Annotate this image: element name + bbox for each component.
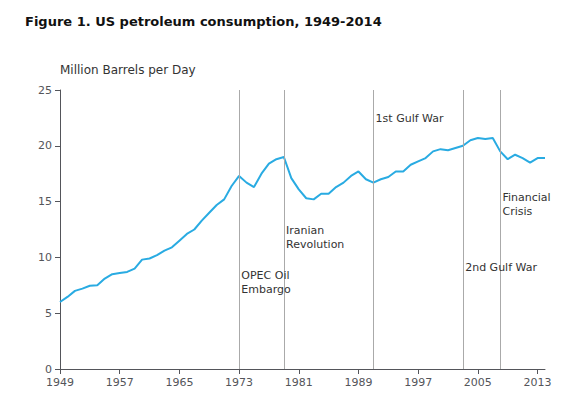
svg-text:15: 15: [38, 195, 52, 208]
svg-text:Iranian: Iranian: [286, 224, 324, 237]
svg-text:10: 10: [38, 251, 52, 264]
svg-text:20: 20: [38, 139, 52, 152]
svg-text:Financial: Financial: [502, 191, 550, 204]
svg-text:2013: 2013: [524, 376, 552, 389]
svg-text:Revolution: Revolution: [286, 238, 344, 251]
svg-text:1949: 1949: [46, 376, 74, 389]
svg-text:1981: 1981: [285, 376, 313, 389]
svg-text:2005: 2005: [464, 376, 492, 389]
svg-text:1st Gulf War: 1st Gulf War: [376, 112, 444, 125]
svg-text:0: 0: [45, 363, 52, 376]
svg-text:1989: 1989: [344, 376, 372, 389]
svg-text:1997: 1997: [404, 376, 432, 389]
svg-text:1965: 1965: [165, 376, 193, 389]
svg-text:Figure 1. US petroleum consump: Figure 1. US petroleum consumption, 1949…: [25, 14, 382, 29]
svg-text:Million Barrels per Day: Million Barrels per Day: [60, 63, 196, 77]
svg-text:1973: 1973: [225, 376, 253, 389]
svg-text:OPEC Oil: OPEC Oil: [241, 269, 289, 282]
svg-text:5: 5: [45, 307, 52, 320]
svg-text:25: 25: [38, 84, 52, 97]
svg-text:Embargo: Embargo: [241, 283, 291, 296]
svg-text:1957: 1957: [106, 376, 134, 389]
svg-text:Crisis: Crisis: [502, 205, 532, 218]
svg-text:2nd Gulf War: 2nd Gulf War: [465, 261, 537, 274]
